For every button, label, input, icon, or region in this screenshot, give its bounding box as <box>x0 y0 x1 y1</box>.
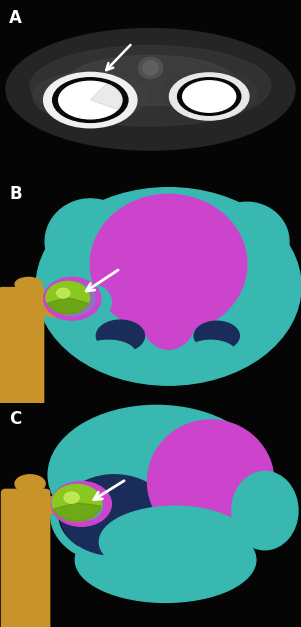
Ellipse shape <box>69 284 111 320</box>
Ellipse shape <box>15 475 45 493</box>
Ellipse shape <box>75 517 256 603</box>
Text: A: A <box>9 9 22 27</box>
Ellipse shape <box>38 300 67 317</box>
Wedge shape <box>90 84 122 110</box>
Ellipse shape <box>33 71 147 122</box>
Ellipse shape <box>205 203 289 281</box>
Ellipse shape <box>161 71 257 115</box>
FancyBboxPatch shape <box>0 288 44 406</box>
Ellipse shape <box>30 46 271 126</box>
Circle shape <box>183 81 236 112</box>
Ellipse shape <box>36 187 301 385</box>
Ellipse shape <box>15 278 42 291</box>
Ellipse shape <box>81 340 135 367</box>
Ellipse shape <box>138 352 199 374</box>
Circle shape <box>50 282 95 315</box>
Ellipse shape <box>147 420 274 543</box>
Ellipse shape <box>45 199 135 284</box>
Ellipse shape <box>72 493 102 520</box>
Circle shape <box>44 72 137 128</box>
Ellipse shape <box>90 194 247 334</box>
Circle shape <box>60 475 169 556</box>
Ellipse shape <box>68 55 233 105</box>
Text: B: B <box>9 186 22 203</box>
Ellipse shape <box>141 287 196 349</box>
Ellipse shape <box>194 321 239 350</box>
Ellipse shape <box>138 57 163 78</box>
Wedge shape <box>47 298 88 314</box>
Ellipse shape <box>232 472 298 550</box>
Circle shape <box>44 278 101 320</box>
Circle shape <box>178 78 241 115</box>
FancyBboxPatch shape <box>2 489 50 627</box>
Ellipse shape <box>48 406 265 544</box>
Ellipse shape <box>39 494 72 514</box>
Ellipse shape <box>185 340 236 367</box>
Ellipse shape <box>143 61 158 75</box>
Circle shape <box>52 485 101 521</box>
Circle shape <box>51 482 111 526</box>
Circle shape <box>64 492 79 503</box>
Circle shape <box>169 73 249 120</box>
Ellipse shape <box>6 29 295 150</box>
Text: C: C <box>9 410 21 428</box>
Circle shape <box>59 82 122 119</box>
Wedge shape <box>54 503 101 521</box>
Circle shape <box>57 288 70 298</box>
Ellipse shape <box>96 320 144 352</box>
Ellipse shape <box>99 506 250 577</box>
Circle shape <box>46 282 89 314</box>
Circle shape <box>53 78 128 122</box>
